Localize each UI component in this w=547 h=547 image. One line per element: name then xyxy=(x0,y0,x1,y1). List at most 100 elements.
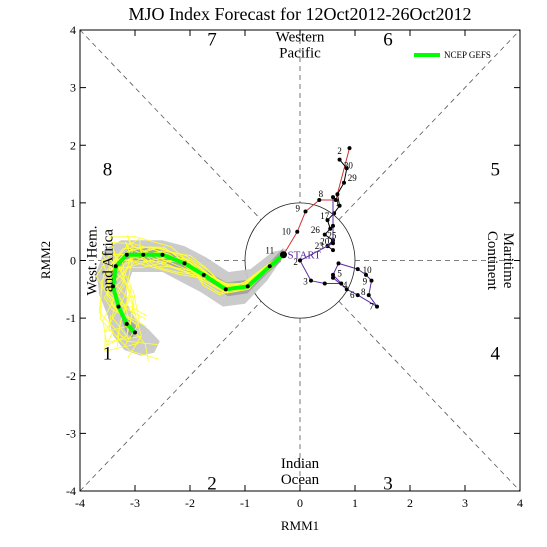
day-label: 8 xyxy=(361,287,366,297)
region-label-line: Maritime xyxy=(500,233,516,289)
day-label: 2 xyxy=(337,146,342,156)
start-point xyxy=(280,251,287,259)
observed-path xyxy=(283,147,350,255)
region-label-line: and Africa xyxy=(100,229,116,292)
unit-circle xyxy=(244,202,356,319)
observed-point xyxy=(369,278,374,283)
phase-number: 3 xyxy=(383,473,393,494)
day-label: 7 xyxy=(369,301,374,311)
ensemble-mean-point xyxy=(124,321,129,326)
phase-guides xyxy=(79,29,521,492)
observed-point xyxy=(317,197,322,202)
phase-number: 6 xyxy=(383,30,393,51)
observed-point xyxy=(337,203,342,208)
observed-point xyxy=(331,248,335,253)
observed-point xyxy=(333,197,338,202)
day-label: 26 xyxy=(311,225,321,235)
y-axis-label: RMM2 xyxy=(38,241,53,279)
region-label-line: West. Hem. xyxy=(84,225,100,295)
region-label: West. Hem. and Africa xyxy=(84,225,116,295)
day-label: 9 xyxy=(363,277,368,287)
observed-point xyxy=(298,258,302,263)
chart-title: MJO Index Forecast for 12Oct2012-26Oct20… xyxy=(129,4,472,24)
observed-point xyxy=(336,261,341,266)
x-tick-label: -1 xyxy=(240,496,250,510)
ensemble-mean-point xyxy=(111,284,115,289)
phase-number: 7 xyxy=(207,30,217,51)
observed-point xyxy=(347,146,352,151)
observed-point xyxy=(337,157,342,162)
ensemble-mean-point xyxy=(116,304,121,309)
region-label-line: Ocean xyxy=(281,472,320,488)
observed-point xyxy=(355,267,360,272)
ensemble-spread xyxy=(96,240,287,356)
day-label: 5 xyxy=(337,269,342,279)
observed-point xyxy=(364,272,368,277)
day-label: 20 xyxy=(320,236,330,246)
day-label: 23 xyxy=(315,241,325,251)
region-label-line: Indian xyxy=(281,456,320,472)
region-label-line: Continent xyxy=(484,231,500,291)
ensemble-mean-point xyxy=(160,252,165,257)
observed-point xyxy=(331,272,335,277)
x-tick-label: -3 xyxy=(130,496,140,510)
observed-point xyxy=(322,232,327,237)
observed-point xyxy=(355,293,360,298)
ensemble-mean-point xyxy=(201,272,206,277)
phase-number: 1 xyxy=(103,344,113,365)
region-label-line: Western xyxy=(276,29,325,45)
x-tick-label: -2 xyxy=(185,496,195,510)
x-tick-label: 4 xyxy=(517,496,523,510)
observed-point xyxy=(331,195,335,200)
diagonal-guide xyxy=(79,300,262,492)
observed-point xyxy=(303,209,308,214)
ensemble-mean-point xyxy=(124,252,129,257)
y-tick-label: 1 xyxy=(70,196,76,210)
day-label: 1 xyxy=(335,198,340,208)
day-label: 4 xyxy=(343,280,348,290)
observed-point xyxy=(322,281,327,286)
observed-point xyxy=(366,293,371,298)
phase-number: 2 xyxy=(207,473,217,494)
observed-point xyxy=(335,192,340,197)
day-label: 25 xyxy=(327,231,337,241)
observed-point xyxy=(331,275,335,280)
day-label: 6 xyxy=(350,290,355,300)
diagonal-guide xyxy=(338,300,521,492)
observed-point xyxy=(331,223,335,228)
day-label: 30 xyxy=(344,160,354,170)
phase-number: 5 xyxy=(491,159,501,180)
ensemble-mean-point xyxy=(223,287,228,292)
y-tick-label: 2 xyxy=(70,138,76,152)
legend-label: NCEP GEFS xyxy=(444,50,491,60)
ensemble-mean-point xyxy=(182,261,187,266)
day-label: 10 xyxy=(282,227,292,237)
ensemble-mean-point xyxy=(133,330,137,335)
legend: NCEP GEFS xyxy=(414,50,491,60)
ensemble-mean-layer xyxy=(111,252,285,335)
x-tick-label: 0 xyxy=(297,496,303,510)
day-label: 10 xyxy=(363,265,373,275)
observed-point xyxy=(375,304,379,309)
x-tick-label: 3 xyxy=(462,496,468,510)
day-label: 9 xyxy=(296,204,301,214)
y-tick-label: -4 xyxy=(66,484,76,498)
ensemble-mean-point xyxy=(141,252,146,257)
ensemble-mean-point xyxy=(245,284,250,289)
day-label: 29 xyxy=(348,173,358,183)
y-tick-label: -3 xyxy=(66,426,76,440)
day-label: 2 xyxy=(293,257,298,267)
region-label-line: Pacific xyxy=(279,45,321,61)
x-axis-label: RMM1 xyxy=(281,518,319,533)
ensemble-member-line xyxy=(95,252,284,361)
day-label: 8 xyxy=(319,189,324,199)
ensemble-mean-point xyxy=(267,264,272,269)
observed-point xyxy=(325,218,330,223)
observed-point xyxy=(344,166,349,171)
x-tick-label: 1 xyxy=(352,496,358,510)
ensemble-mean-line xyxy=(111,252,285,334)
